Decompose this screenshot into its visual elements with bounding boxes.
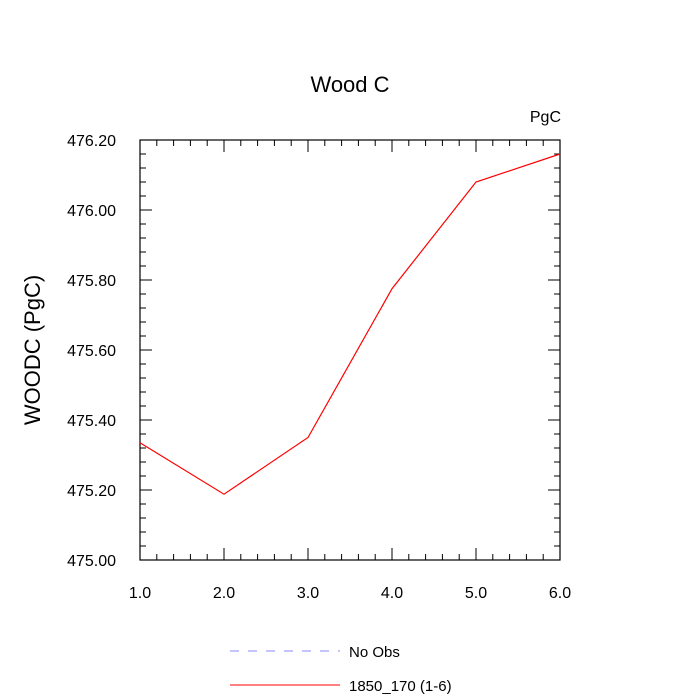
x-tick-label: 1.0 (129, 585, 151, 602)
y-tick-label: 475.60 (67, 343, 116, 360)
series-layer (139, 153, 561, 495)
legend: No Obs 1850_170 (1-6) (230, 644, 452, 695)
x-tick-label: 5.0 (465, 585, 487, 602)
y-tick-label: 475.40 (67, 413, 116, 430)
units-label: PgC (530, 109, 561, 126)
y-tick-label: 476.20 (67, 133, 116, 150)
plot-frame (139, 139, 561, 561)
series-line-0 (139, 153, 561, 495)
x-tick-label: 4.0 (381, 585, 403, 602)
legend-label: No Obs (349, 644, 400, 661)
x-tick-label: 3.0 (297, 585, 319, 602)
y-tick-label: 476.00 (67, 203, 116, 220)
x-axis: 1.0 2.0 3.0 4.0 5.0 6.0 (129, 140, 571, 602)
x-tick-label: 2.0 (213, 585, 235, 602)
chart-title: Wood C (310, 72, 389, 97)
x-tick-label: 6.0 (549, 585, 571, 602)
y-tick-label: 475.80 (67, 273, 116, 290)
y-tick-label: 475.00 (67, 553, 116, 570)
y-tick-label: 475.20 (67, 483, 116, 500)
y-axis: 475.00 475.20 475.40 475.60 475.80 476.00 476.… (67, 133, 560, 570)
y-axis-label: WOODC (PgC) (20, 275, 45, 425)
legend-label: 1850_170 (1-6) (349, 678, 452, 695)
